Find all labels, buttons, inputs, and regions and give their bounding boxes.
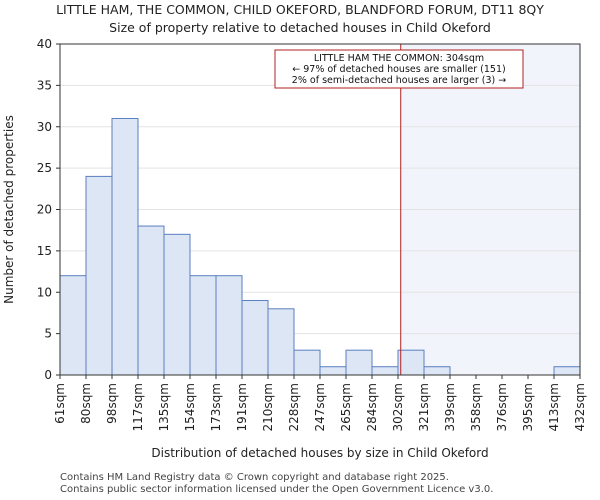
y-tick-label: 30 [37, 120, 52, 134]
histogram-bar [189, 275, 217, 376]
x-tick-label: 321sqm [417, 383, 431, 431]
annotation-line: 2% of semi-detached houses are larger (3… [292, 75, 506, 86]
y-tick-label: 15 [37, 244, 52, 258]
y-tick-label: 25 [37, 161, 52, 175]
annotation-line: LITTLE HAM THE COMMON: 304sqm [314, 53, 484, 64]
histogram-bar [215, 275, 243, 376]
histogram-bar [319, 366, 347, 376]
annotation-box [274, 49, 524, 89]
histogram-bar [423, 366, 451, 376]
histogram-bar [163, 233, 191, 376]
x-tick-label: 302sqm [391, 383, 405, 431]
x-tick-label: 413sqm [547, 383, 561, 431]
x-tick-label: 376sqm [495, 383, 509, 431]
chart-subtitle: Size of property relative to detached ho… [109, 20, 491, 35]
histogram-bar [553, 366, 581, 376]
y-tick-label: 20 [37, 203, 52, 217]
y-tick-label: 5 [44, 327, 52, 341]
x-tick-label: 117sqm [131, 383, 145, 431]
y-tick-label: 10 [37, 285, 52, 299]
histogram-bar [371, 366, 399, 376]
x-tick-label: 191sqm [235, 383, 249, 431]
chart-title: LITTLE HAM, THE COMMON, CHILD OKEFORD, B… [56, 2, 544, 17]
histogram-bar [397, 349, 425, 376]
histogram-bar [293, 349, 321, 376]
y-tick-label: 40 [37, 37, 52, 51]
x-tick-label: 80sqm [79, 383, 93, 424]
x-tick-label: 98sqm [105, 383, 119, 424]
histogram-bar [267, 308, 295, 376]
x-tick-label: 432sqm [573, 383, 587, 431]
x-tick-label: 247sqm [313, 383, 327, 431]
x-tick-label: 210sqm [261, 383, 275, 431]
histogram-chart: 0 5 10 15 20 25 30 35 40 61sqm 80sqm 98sqm 117sqm 135… [2, 37, 587, 460]
x-tick-label: 61sqm [53, 383, 67, 424]
x-tick-label: 135sqm [157, 383, 171, 431]
annotation-line: ← 97% of detached houses are smaller (15… [292, 64, 505, 75]
x-tick-label: 395sqm [521, 383, 535, 431]
x-tick-label: 173sqm [209, 383, 223, 431]
x-tick-label: 284sqm [365, 383, 379, 431]
histogram-bar [137, 225, 165, 376]
y-tick-label: 35 [37, 78, 52, 92]
histogram-bar [111, 117, 139, 376]
footer-licence: Contains public sector information licen… [60, 484, 494, 495]
histogram-bar [85, 175, 113, 376]
x-axis-title: Distribution of detached houses by size … [151, 446, 488, 460]
y-axis-title: Number of detached properties [2, 115, 16, 304]
histogram-bar [59, 275, 87, 376]
x-tick-label: 358sqm [469, 383, 483, 431]
x-tick-label: 265sqm [339, 383, 353, 431]
x-tick-label: 228sqm [287, 383, 301, 431]
x-tick-label: 154sqm [183, 383, 197, 431]
histogram-bar [345, 349, 373, 376]
footer-copyright: Contains HM Land Registry data © Crown c… [60, 472, 449, 483]
x-tick-label: 339sqm [443, 383, 457, 431]
histogram-bar [241, 300, 269, 376]
y-tick-label: 0 [44, 368, 52, 382]
